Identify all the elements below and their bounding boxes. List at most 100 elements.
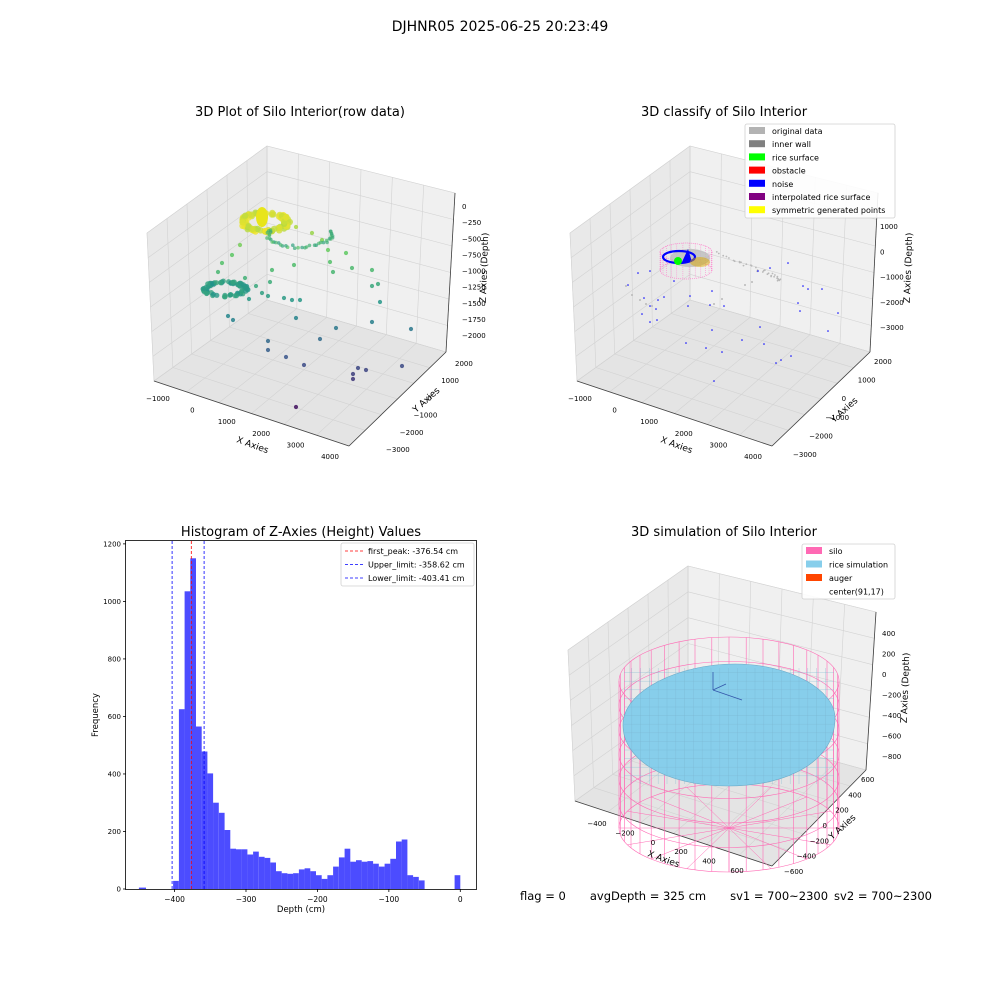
classify-legend-label: symmetric generated points xyxy=(772,206,885,215)
noise-point xyxy=(663,296,665,298)
noise-point xyxy=(705,347,707,349)
y-axis-line xyxy=(771,351,871,447)
axis-tick-label: −1000 xyxy=(825,414,849,422)
axis-tick-label: 2000 xyxy=(252,430,270,438)
y-axis-line xyxy=(771,769,867,867)
side-grid-line xyxy=(567,565,689,651)
raw-point xyxy=(283,354,289,360)
raw-point xyxy=(293,315,299,321)
raw-point xyxy=(301,362,307,368)
axis-tick-label: −2000 xyxy=(462,332,486,340)
rice-simulation-surface-fill xyxy=(622,663,836,787)
histogram-bar xyxy=(236,849,242,889)
axis-tick-label: 600 xyxy=(861,776,874,784)
original-data-point xyxy=(728,257,730,259)
raw-point xyxy=(242,275,248,281)
axis-tick-label: −1000 xyxy=(568,395,592,403)
noise-point xyxy=(837,312,839,314)
classify-legend: original data inner wall rice surface obsta… xyxy=(744,123,896,219)
simulation-legend-frame xyxy=(801,543,896,600)
silo-wire xyxy=(686,827,730,869)
side-grid-line xyxy=(570,171,691,258)
y-tick-label: 400 xyxy=(108,770,121,778)
axis-tick-label: 0 xyxy=(651,839,655,847)
original-data-point xyxy=(762,269,765,272)
raw-point xyxy=(321,240,326,245)
axis-tick-label: 3000 xyxy=(709,441,727,449)
classify-legend-swatch xyxy=(749,153,765,161)
histogram-bar xyxy=(321,878,328,889)
histogram-bar xyxy=(224,830,231,889)
axis-tick-label: −2000 xyxy=(809,432,833,440)
axis-tick-label: 0 xyxy=(612,407,616,415)
original-data-point xyxy=(733,260,736,263)
auger-line xyxy=(712,683,727,691)
axis-tick-label: 600 xyxy=(730,867,743,875)
raw-point xyxy=(330,269,336,275)
histogram-bar xyxy=(298,869,305,889)
raw-point xyxy=(233,293,240,299)
noise-point xyxy=(655,308,657,310)
noise-point xyxy=(713,380,715,382)
status-line: flag = 0 avgDepth = 325 cm sv1 = 700~2300 s… xyxy=(520,889,932,903)
axis-tick-label: −200 xyxy=(615,829,634,837)
classify-legend-label: original data xyxy=(772,127,823,136)
original-data-point xyxy=(776,275,779,278)
avg-depth-status: avgDepth = 325 cm xyxy=(589,889,707,903)
histogram-bar xyxy=(281,873,288,889)
silo-wire xyxy=(728,827,807,860)
raw-point xyxy=(289,297,295,303)
raw-point xyxy=(242,212,249,219)
noise-point xyxy=(687,305,689,307)
raw-z-axis-label: Z Axies (Depth) xyxy=(479,233,491,304)
simulation-legend: silo rice simulation auger center(91,17) xyxy=(801,543,896,600)
flag-status: flag = 0 xyxy=(520,889,566,903)
axis-tick-label: −1000 xyxy=(462,268,486,276)
y-tick-label: 0 xyxy=(117,886,121,894)
noise-point xyxy=(656,319,658,321)
histogram-bar xyxy=(173,880,179,889)
histogram-bar xyxy=(247,854,254,889)
axis-tick-label: −500 xyxy=(462,235,481,243)
axis-tick-label: 0 xyxy=(823,822,827,830)
axis-tick-label: 400 xyxy=(848,791,861,799)
raw-point xyxy=(408,326,414,332)
raw-point xyxy=(237,280,244,286)
classify-legend-swatch xyxy=(749,127,765,134)
classify-point-cloud xyxy=(625,242,839,382)
classify-legend-swatch xyxy=(749,206,765,214)
simulation-3d-panel: 3D simulation of Silo Interior −400 −200 0… xyxy=(567,525,912,876)
original-data-point xyxy=(751,281,753,283)
noise-point xyxy=(649,321,651,323)
noise-point xyxy=(802,285,804,287)
histogram-bar xyxy=(184,591,191,889)
noise-point xyxy=(759,326,761,328)
axis-tick-label: −600 xyxy=(784,868,803,876)
y-tick-label: 1000 xyxy=(103,598,121,606)
original-data-point xyxy=(750,265,753,267)
original-data-point xyxy=(639,299,641,301)
noise-point xyxy=(821,288,823,290)
histogram-bar xyxy=(367,861,374,889)
original-data-point xyxy=(625,285,627,287)
histogram-title: Histogram of Z-Axies (Height) Values xyxy=(181,525,421,540)
silo-wire xyxy=(728,810,831,829)
noise-point xyxy=(685,342,687,344)
raw-point xyxy=(291,243,295,247)
noise-point xyxy=(797,302,799,304)
noise-point xyxy=(627,284,629,286)
raw-point xyxy=(221,294,228,300)
axis-tick-label: −2000 xyxy=(400,429,424,437)
symmetric-generated-point xyxy=(690,257,710,267)
classify-legend-label: interpolated rice surface xyxy=(772,193,870,202)
side-grid-line xyxy=(147,171,268,258)
axis-tick-label: 2000 xyxy=(455,360,473,368)
histogram-bar xyxy=(454,875,461,889)
axis-tick-label: 0 xyxy=(880,248,884,256)
y-tick-label: 800 xyxy=(108,655,121,663)
axis-tick-label: 400 xyxy=(702,858,715,866)
axis-tick-label: 4000 xyxy=(744,453,762,461)
histogram-bar xyxy=(327,875,334,889)
simulation-legend-swatch xyxy=(806,560,822,568)
axis-tick-label: −3000 xyxy=(386,446,410,454)
